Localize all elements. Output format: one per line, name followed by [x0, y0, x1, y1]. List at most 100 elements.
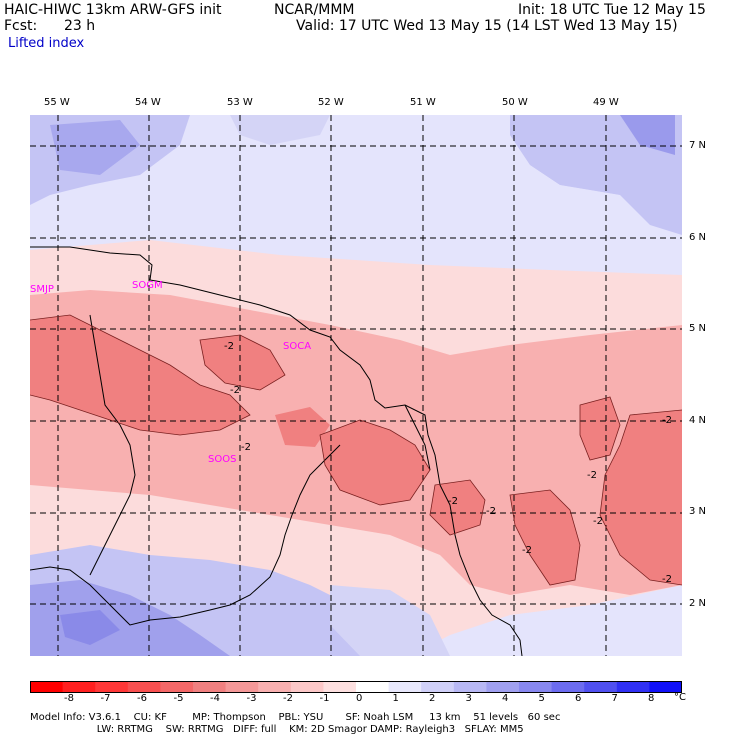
- lat-label: 6 N: [689, 232, 707, 243]
- colorbar-segment: [95, 681, 129, 693]
- model-title: HAIC-HIWC 13km ARW-GFS init: [4, 2, 222, 18]
- station-label: SOCA: [283, 341, 312, 352]
- contour-line: [30, 314, 251, 436]
- contour-line: [599, 409, 682, 586]
- colorbar-segment: [258, 681, 292, 693]
- colorbar-tick-label: 5: [538, 693, 545, 704]
- positive-area: [510, 115, 682, 235]
- colorbar-tick-label: -6: [137, 693, 147, 704]
- lat-label: 2 N: [689, 598, 707, 609]
- lon-label: 50 W: [502, 97, 528, 108]
- contour-value: -2: [662, 415, 672, 426]
- colorbar-frame: [30, 681, 682, 693]
- colorbar-tick-label: -4: [210, 693, 220, 704]
- lon-label: 55 W: [44, 97, 70, 108]
- strong-negative-area: [430, 480, 485, 535]
- colorbar-segment: [356, 681, 390, 693]
- contour-value: -2: [593, 516, 603, 527]
- strong-negative-area: [200, 335, 285, 390]
- grid-lines: [30, 115, 682, 656]
- strong-negative-area: [600, 410, 682, 585]
- lat-label: 7 N: [689, 140, 707, 151]
- contour-line: [509, 489, 581, 586]
- lifted-index-map: [30, 115, 682, 656]
- contour-line: [429, 479, 486, 536]
- contour-value: -2: [587, 470, 597, 481]
- contour-line: [319, 419, 431, 506]
- colorbar-segment: [323, 681, 357, 693]
- colorbar-segment: [388, 681, 422, 693]
- colorbar-tick-label: 7: [611, 693, 618, 704]
- forecast-hour: 23 h: [64, 18, 96, 34]
- forecast-label: Fcst:: [4, 18, 38, 34]
- contour-line: [199, 334, 286, 391]
- strong-negative-area: [580, 397, 620, 460]
- colorbar-tick-label: -5: [173, 693, 184, 704]
- colorbar-segment: [193, 681, 227, 693]
- strong-negative-area: [275, 407, 330, 447]
- station-label: SOGM: [132, 280, 163, 291]
- colorbar-tick-label: 3: [465, 693, 472, 704]
- colorbar-tick-label: -7: [100, 693, 111, 704]
- colorbar-segment: [519, 681, 553, 693]
- lon-label: 54 W: [135, 97, 161, 108]
- lon-label: 49 W: [593, 97, 619, 108]
- colorbar-tick-label: 1: [392, 693, 399, 704]
- contour-value: -2: [448, 496, 458, 507]
- colorbar-segment: [551, 681, 585, 693]
- strong-negative-area: [30, 315, 250, 435]
- model-info-line2: LW: RRTMG SW: RRTMG DIFF: full KM: 2D Sm…: [30, 724, 524, 735]
- colorbar-tick-label: 0: [356, 693, 363, 704]
- positive-area: [60, 610, 120, 645]
- colorbar-segment: [584, 681, 618, 693]
- model-info-line1: Model Info: V3.6.1 CU: KF MP: Thompson P…: [30, 712, 561, 723]
- field-name: Lifted index: [8, 36, 85, 51]
- colorbar-segment: [225, 681, 259, 693]
- valid-time: Valid: 17 UTC Wed 13 May 15 (14 LST Wed …: [296, 18, 678, 34]
- border-line: [89, 314, 136, 576]
- positive-area: [330, 585, 450, 656]
- positive-area: [620, 115, 675, 155]
- positive-area: [50, 120, 140, 175]
- colorbar-segment: [486, 681, 520, 693]
- contour-value: -2: [662, 574, 672, 585]
- colorbar-tick-label: -3: [246, 693, 257, 704]
- border-line: [30, 444, 341, 626]
- coastline: [30, 246, 523, 656]
- positive-area: [230, 115, 330, 145]
- colorbar-segment: [160, 681, 194, 693]
- colorbar-segment: [30, 681, 64, 693]
- colorbar-segment: [127, 681, 161, 693]
- colorbar-tick-label: 4: [502, 693, 509, 704]
- lat-label: 3 N: [689, 506, 707, 517]
- contour-value: -2: [486, 506, 496, 517]
- strong-negative-area: [510, 490, 580, 585]
- lat-label: 4 N: [689, 415, 707, 426]
- colorbar-segment: [62, 681, 96, 693]
- colorbar: [30, 681, 682, 693]
- colorbar-segment: [290, 681, 324, 693]
- colorbar-tick-label: 2: [429, 693, 436, 704]
- border-line: [404, 404, 431, 471]
- station-label: SOOS: [208, 454, 237, 465]
- contour-line: [579, 396, 621, 461]
- colorbar-segment: [421, 681, 455, 693]
- colorbar-segment: [649, 681, 682, 693]
- lon-label: 51 W: [410, 97, 436, 108]
- org-label: NCAR/MMM: [274, 2, 355, 18]
- colorbar-tick-label: -1: [319, 693, 330, 704]
- lon-label: 53 W: [227, 97, 253, 108]
- colorbar-unit: °C: [674, 692, 686, 703]
- colorbar-segment: [616, 681, 650, 693]
- contour-value: -2: [522, 545, 532, 556]
- lat-label: 5 N: [689, 323, 707, 334]
- contour-value: -2: [241, 442, 251, 453]
- contour-lines: [30, 314, 682, 586]
- init-time: Init: 18 UTC Tue 12 May 15: [518, 2, 706, 18]
- colorbar-segment: [453, 681, 487, 693]
- contour-value: -2: [224, 341, 234, 352]
- colorbar-tick-label: -2: [283, 693, 293, 704]
- station-label: SMJP: [30, 284, 54, 295]
- colorbar-tick-label: 6: [575, 693, 582, 704]
- contour-value: -2: [230, 385, 240, 396]
